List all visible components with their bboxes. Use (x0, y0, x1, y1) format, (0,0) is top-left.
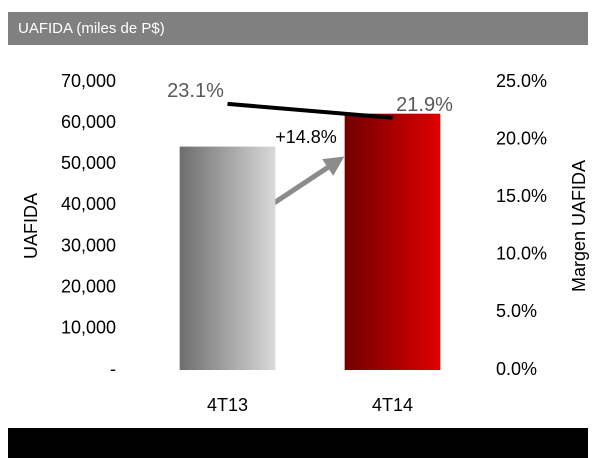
bar (344, 113, 441, 371)
x-tick-label: 4T14 (372, 395, 413, 415)
footer-bar (8, 428, 588, 458)
chart-title: UAFIDA (miles de P$) (18, 20, 165, 37)
data-label: 21.9% (396, 94, 453, 116)
y2-tick-label: 20.0% (496, 128, 547, 148)
line (227, 101, 393, 120)
bar (179, 146, 276, 370)
y2-tick-label: 15.0% (496, 186, 547, 206)
title-bar (8, 12, 588, 45)
y-tick-label: 10,000 (61, 318, 116, 338)
data-label: 23.1% (167, 80, 224, 102)
y-tick-label: - (110, 359, 116, 379)
annotation: +14.8% (275, 127, 337, 147)
y-tick-label: 20,000 (61, 276, 116, 296)
y2-axis-label: Margen UAFIDA (569, 160, 589, 292)
y-tick-label: 30,000 (61, 235, 116, 255)
y-tick-label: 70,000 (61, 71, 116, 91)
y-tick-label: 40,000 (61, 194, 116, 214)
growth-arrow (272, 156, 345, 206)
y-axis-label: UAFIDA (21, 193, 41, 259)
x-tick-label: 4T13 (207, 395, 248, 415)
y-tick-label: 60,000 (61, 112, 116, 132)
y2-tick-label: 25.0% (496, 71, 547, 91)
y2-tick-label: 5.0% (496, 301, 537, 321)
y2-tick-label: 10.0% (496, 244, 547, 264)
y2-tick-label: 0.0% (496, 359, 537, 379)
y-tick-label: 50,000 (61, 153, 116, 173)
